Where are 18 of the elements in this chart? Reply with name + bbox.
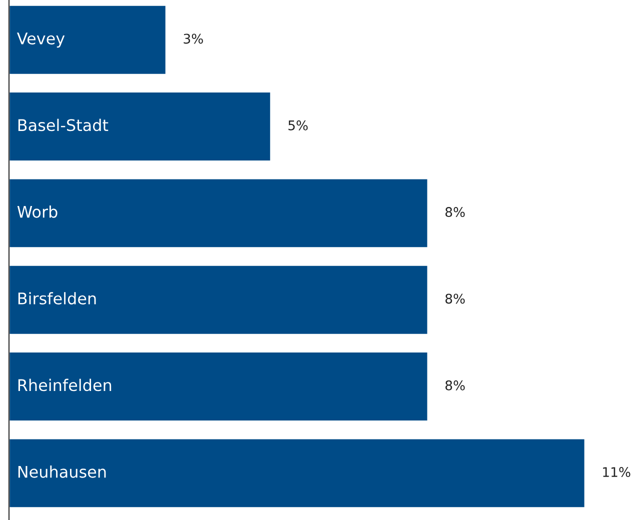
bar xyxy=(9,178,429,249)
bar xyxy=(9,4,167,76)
data-label: 8% xyxy=(445,294,465,304)
data-label: 5% xyxy=(288,120,308,130)
y-tick-label: Neuhausen xyxy=(18,465,106,478)
data-label: 8% xyxy=(445,207,465,218)
y-tick-label: Worb xyxy=(17,205,58,218)
bar xyxy=(9,438,586,509)
y-tick-label: Basel-Stadt xyxy=(18,118,108,132)
data-label: 8% xyxy=(445,380,465,390)
y-tick-label: Birsfelden xyxy=(18,292,96,304)
data-label: 11% xyxy=(603,467,630,478)
bar xyxy=(9,91,272,162)
data-label: 3% xyxy=(184,34,203,44)
y-tick-label: Vevey xyxy=(16,32,65,48)
bar xyxy=(9,351,429,422)
bar xyxy=(9,264,429,336)
y-tick-label: Rheinfelden xyxy=(18,378,112,392)
